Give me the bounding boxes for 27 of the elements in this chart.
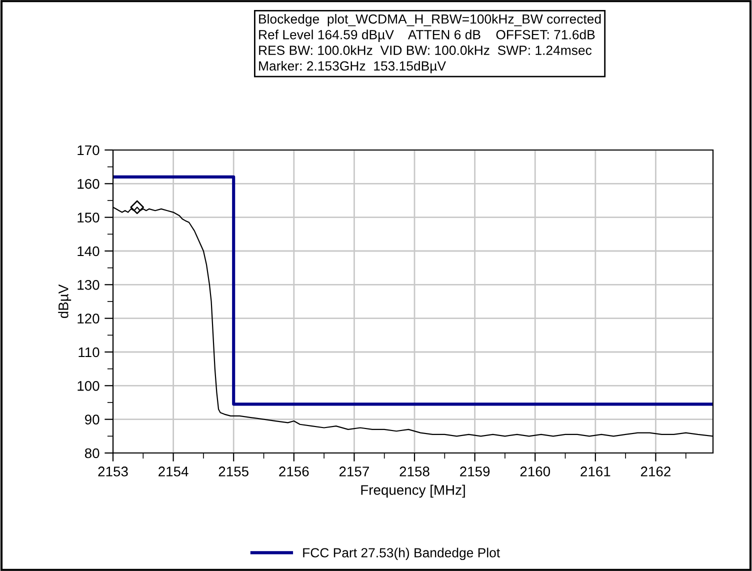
text: RES BW: 100.0kHz VID BW: 100.0kHz SWP: 1.24msec <box>259 45 592 55</box>
y-tick-label: 90 <box>85 414 100 425</box>
y-tick-label: 160 <box>78 179 100 189</box>
legend-label: FCC Part 27.53(h) Bandedge Plot <box>303 548 500 560</box>
y-tick-label: 150 <box>78 212 100 223</box>
y-tick-label: 140 <box>78 246 100 256</box>
x-tick-label: 2154 <box>158 466 188 476</box>
y-tick-label: 130 <box>78 280 100 290</box>
text: Blockedge plot_WCDMA_H_RBW=100kHz_BW corrected <box>259 14 601 26</box>
y-axis-title: dBµV <box>58 284 72 318</box>
y-tick-label: 110 <box>78 347 100 358</box>
x-tick-label: 2153 <box>98 466 128 476</box>
x-tick-label: 2160 <box>520 466 550 476</box>
y-tick-label: 80 <box>84 448 100 458</box>
y-tick-label: 100 <box>78 381 100 391</box>
x-tick-label: 2157 <box>339 466 369 476</box>
x-tick-label: 2155 <box>218 466 248 476</box>
x-tick-label: 2161 <box>580 466 610 476</box>
x-tick-label: 2159 <box>460 466 490 476</box>
text: Marker: 2.153GHz 153.15dBµV <box>259 60 446 74</box>
y-tick-label: 170 <box>78 145 100 156</box>
y-tick-label: 120 <box>78 314 100 324</box>
x-tick-label: 2162 <box>640 466 670 476</box>
text: Ref Level 164.59 dBµV ATTEN 6 dB OFFSET: 71.6dB <box>259 30 595 42</box>
x-tick-label: 2156 <box>279 466 309 476</box>
x-tick-label: 2158 <box>400 466 430 476</box>
x-axis-title: Frequency [MHz] <box>361 484 465 498</box>
